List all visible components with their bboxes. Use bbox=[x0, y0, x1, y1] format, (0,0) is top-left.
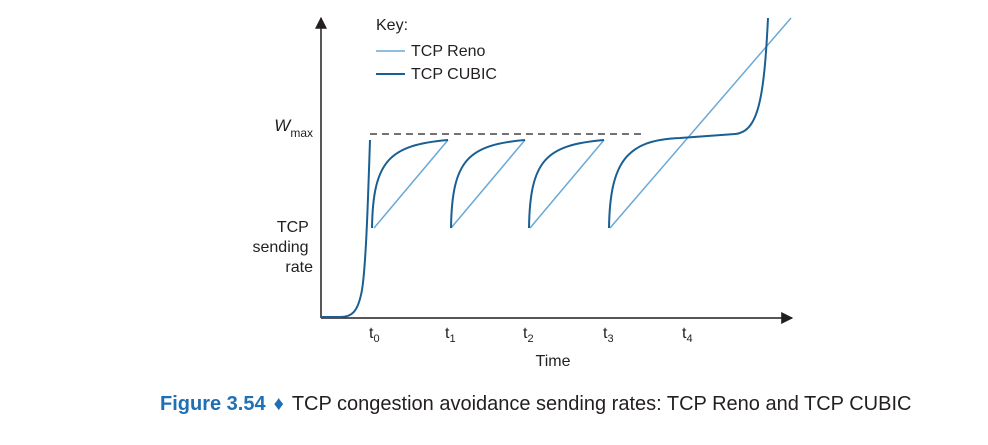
tick-t1: t1 bbox=[445, 325, 456, 345]
cubic-epoch-3 bbox=[528, 139, 605, 229]
tick-t0: t0 bbox=[369, 325, 380, 345]
key-title: Key: bbox=[376, 17, 408, 34]
key-reno-label: TCP Reno bbox=[411, 43, 486, 60]
wmax-label: Wmax bbox=[274, 116, 313, 140]
reno-series bbox=[373, 17, 792, 229]
x-axis-title: Time bbox=[536, 353, 571, 370]
cubic-series bbox=[321, 17, 769, 318]
tick-t4: t4 bbox=[682, 325, 693, 345]
cubic-epoch-2 bbox=[450, 139, 526, 229]
key-cubic-label: TCP CUBIC bbox=[411, 66, 497, 83]
y-axis-label: TCP sending rate bbox=[253, 219, 314, 276]
cubic-slow-start bbox=[321, 139, 371, 318]
cubic-epoch-1 bbox=[371, 139, 449, 229]
tick-t3: t3 bbox=[603, 325, 614, 345]
figure-caption: Figure 3.54 ♦ TCP congestion avoidance sen… bbox=[160, 393, 920, 416]
tick-t2: t2 bbox=[523, 325, 534, 345]
cubic-epoch-4 bbox=[608, 17, 769, 229]
caption-text: TCP congestion avoidance sending rates: … bbox=[291, 393, 912, 415]
cwnd-diagram: Wmax TCP sending rate t0 t1 t2 t3 t4 Tim… bbox=[253, 16, 794, 370]
figure-number: Figure 3.54 bbox=[160, 393, 266, 415]
diamond-icon: ♦ bbox=[273, 393, 284, 415]
